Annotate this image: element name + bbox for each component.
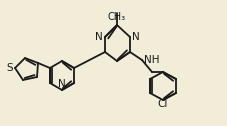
Text: CH₃: CH₃ [108, 12, 126, 22]
Text: Cl: Cl [158, 99, 168, 109]
Text: N: N [95, 32, 103, 42]
Text: N: N [132, 32, 140, 42]
Text: N: N [58, 79, 66, 89]
Text: S: S [7, 63, 13, 73]
Text: NH: NH [144, 55, 160, 65]
